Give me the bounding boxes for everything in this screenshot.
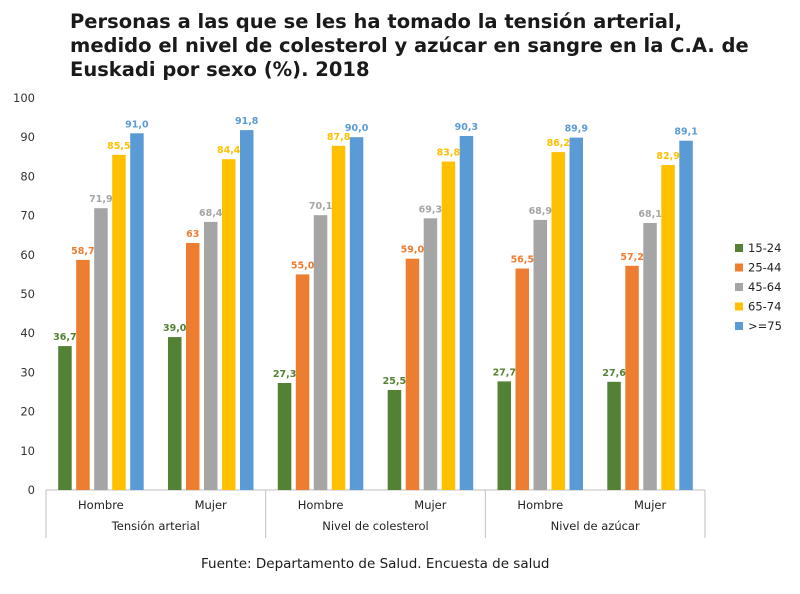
data-label: 27,7 [493, 367, 516, 378]
bar-25-44 [515, 268, 529, 490]
chart-title-line-3: Euskadi por sexo (%). 2018 [70, 58, 370, 81]
data-label: 89,1 [674, 127, 697, 138]
legend-label: 45-64 [748, 280, 781, 294]
bar-45-64 [533, 219, 547, 490]
legend-swatch->=75 [735, 322, 743, 330]
data-label: 36,7 [53, 332, 76, 343]
legend-label: 25-44 [748, 261, 781, 275]
bar->=75 [240, 130, 254, 490]
data-label: 55,0 [291, 260, 315, 271]
data-label: 91,8 [235, 116, 259, 127]
bar-45-64 [94, 208, 108, 490]
bar-65-74 [441, 161, 456, 490]
group-label: Tensión arterial [111, 519, 200, 533]
bar-65-74 [661, 165, 675, 490]
bar-15-24 [607, 381, 621, 490]
y-tick-label: 40 [20, 326, 35, 340]
source-note: Fuente: Departamento de Salud. Encuesta … [201, 556, 550, 572]
legend-label: >=75 [748, 319, 782, 333]
bar->=75 [130, 133, 144, 491]
data-label: 27,3 [273, 369, 296, 380]
x-tick-label: Hombre [517, 498, 563, 512]
legend-label: 65-74 [748, 300, 781, 314]
data-label: 69,3 [419, 204, 442, 215]
data-label: 83,8 [437, 148, 461, 159]
bar-25-44 [76, 259, 90, 490]
bar-45-64 [423, 218, 438, 491]
bar-15-24 [497, 381, 511, 490]
data-label: 39,0 [163, 323, 187, 334]
bar-25-44 [625, 265, 639, 490]
data-label: 58,7 [71, 246, 94, 257]
data-label: 57,2 [620, 252, 643, 263]
bar-15-24 [387, 390, 402, 490]
x-tick-label: Hombre [298, 498, 344, 512]
bar-15-24 [168, 337, 182, 490]
y-tick-label: 20 [20, 405, 35, 419]
y-tick-label: 50 [20, 287, 35, 301]
y-tick-label: 80 [20, 169, 35, 183]
data-label: 59,0 [401, 245, 425, 256]
data-label: 90,3 [455, 122, 478, 133]
y-tick-label: 0 [28, 483, 35, 497]
y-tick-label: 70 [20, 209, 35, 223]
data-label: 25,5 [383, 376, 406, 387]
data-label: 87,8 [327, 132, 351, 143]
data-label: 91,0 [125, 119, 149, 130]
data-label: 56,5 [511, 255, 534, 266]
group-label: Nivel de colesterol [322, 519, 428, 533]
bar-45-64 [204, 221, 218, 490]
x-tick-label: Mujer [634, 498, 666, 512]
bar->=75 [459, 136, 474, 490]
data-label: 70,1 [309, 201, 332, 212]
bar->=75 [349, 137, 364, 490]
bar-65-74 [551, 152, 565, 490]
legend-swatch-65-74 [735, 302, 743, 311]
data-label: 84,4 [217, 145, 241, 156]
data-label: 90,0 [345, 123, 369, 134]
data-label: 68,9 [529, 206, 552, 217]
group-label: Nivel de azúcar [551, 519, 640, 533]
chart-title-line-1: Personas a las que se les ha tomado la t… [70, 10, 683, 33]
bar-15-24 [277, 383, 292, 490]
data-label: 71,9 [89, 194, 112, 205]
bar-25-44 [186, 243, 200, 490]
x-tick-label: Mujer [414, 498, 446, 512]
legend-swatch-15-24 [735, 244, 743, 252]
bar->=75 [679, 140, 693, 490]
bar-45-64 [313, 215, 328, 490]
data-label: 68,4 [199, 208, 223, 219]
data-label: 85,5 [107, 141, 130, 152]
legend-swatch-45-64 [735, 283, 743, 291]
data-label: 89,9 [565, 124, 588, 135]
legend-label: 15-24 [748, 241, 781, 255]
data-label: 68,1 [638, 209, 661, 220]
x-tick-label: Mujer [195, 498, 227, 512]
bar-25-44 [295, 274, 310, 490]
chart-title-line-2: medido el nivel de colesterol y azúcar e… [70, 34, 749, 57]
bar-65-74 [331, 145, 346, 491]
data-label: 82,9 [656, 151, 679, 162]
bar-65-74 [222, 159, 236, 490]
legend-swatch-25-44 [735, 263, 743, 272]
x-tick-label: Hombre [78, 498, 124, 512]
y-tick-label: 30 [20, 365, 35, 379]
bar->=75 [569, 137, 583, 490]
data-label: 86,2 [547, 138, 570, 149]
data-label: 27,6 [602, 368, 626, 379]
y-tick-label: 100 [13, 91, 35, 105]
y-tick-label: 60 [20, 248, 35, 262]
chart-title: Personas a las que se les ha tomado la t… [70, 10, 780, 82]
bar-25-44 [405, 258, 420, 490]
bar-45-64 [643, 223, 657, 490]
bar-15-24 [58, 346, 72, 490]
y-tick-label: 10 [20, 444, 35, 458]
y-tick-label: 90 [20, 130, 35, 144]
bar-65-74 [112, 154, 126, 491]
data-label: 63 [186, 229, 199, 240]
